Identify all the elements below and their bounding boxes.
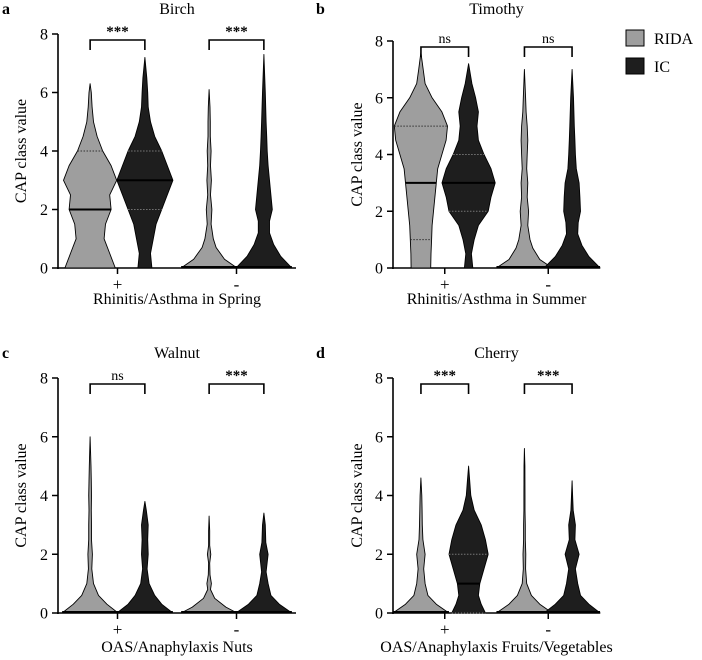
significance-bracket <box>208 39 265 50</box>
significance-label: ns <box>111 369 123 384</box>
violin-rida <box>495 448 553 614</box>
x-tick-label: + <box>440 275 450 294</box>
significance-label: *** <box>225 24 248 40</box>
significance-label: *** <box>225 368 248 384</box>
violin-rida <box>393 51 448 269</box>
y-tick-label: 8 <box>40 27 48 44</box>
legend-label: IC <box>654 59 670 76</box>
significance-bracket <box>523 383 573 394</box>
panel-b: b Timothy 0 2 4 6 8 CAP class value Rhinitis/Ast… <box>316 1 601 308</box>
y-tick-label: 8 <box>40 371 48 388</box>
x-axis-label: Rhinitis/Asthma in Summer <box>407 291 587 308</box>
x-tick-label: - <box>234 620 240 639</box>
significance-label: ns <box>542 32 554 47</box>
significance-bracket <box>89 383 146 394</box>
significance-label: *** <box>434 368 457 384</box>
x-tick-label: + <box>113 275 123 294</box>
x-axis-label: Rhinitis/Asthma in Spring <box>93 291 261 308</box>
legend-swatch-rida <box>625 29 645 47</box>
x-axis-label: OAS/Anaphylaxis Fruits/Vegetables <box>380 639 612 656</box>
significance-bracket <box>523 46 573 57</box>
panel-letter: a <box>2 1 10 18</box>
panel-d: d Cherry 0 2 4 6 8 CAP class value OAS/Anaphylax… <box>316 345 613 656</box>
violin-rida <box>180 515 238 614</box>
significance-label: ns <box>439 32 451 47</box>
significance-bracket <box>208 383 265 394</box>
y-tick-label: 0 <box>375 606 383 623</box>
y-tick-label: 4 <box>375 147 383 164</box>
y-tick-label: 8 <box>375 34 383 51</box>
y-tick-label: 6 <box>375 429 383 446</box>
y-axis-label: CAP class value <box>13 443 30 547</box>
violin-ic <box>441 63 496 269</box>
violin-ic <box>543 68 601 269</box>
y-tick-label: 4 <box>375 488 383 505</box>
y-tick-label: 2 <box>375 547 383 564</box>
y-tick-label: 2 <box>40 202 48 219</box>
chart-title: Cherry <box>474 345 518 362</box>
violin-ic <box>235 54 293 269</box>
y-tick-label: 2 <box>40 547 48 564</box>
y-axis-label: CAP class value <box>13 99 30 203</box>
panel-letter: b <box>316 1 325 18</box>
y-tick-label: 8 <box>375 371 383 388</box>
y-tick-label: 6 <box>40 429 48 446</box>
violin-ic <box>235 512 293 614</box>
y-axis-label: CAP class value <box>349 102 366 206</box>
significance-label: *** <box>537 368 560 384</box>
y-tick-label: 6 <box>40 85 48 102</box>
significance-bracket <box>89 39 146 50</box>
chart-title: Walnut <box>154 345 200 362</box>
panel-letter: d <box>316 345 325 362</box>
legend-swatch-ic <box>625 57 645 75</box>
y-tick-label: 0 <box>40 606 48 623</box>
panel-c: c Walnut 0 2 4 6 8 CAP class value OAS/Anaphylax… <box>2 345 296 656</box>
violin-rida <box>180 89 238 269</box>
y-tick-label: 6 <box>375 90 383 107</box>
chart-title: Timothy <box>469 1 524 18</box>
y-tick-label: 2 <box>375 204 383 221</box>
significance-label: *** <box>106 24 129 40</box>
violin-rida <box>392 477 450 614</box>
legend: RIDA IC <box>625 29 694 76</box>
y-tick-label: 0 <box>40 261 48 278</box>
y-axis-label: CAP class value <box>349 443 366 547</box>
violin-ic <box>116 56 174 269</box>
x-axis-label: OAS/Anaphylaxis Nuts <box>101 639 253 656</box>
significance-bracket <box>420 46 470 57</box>
violin-rida <box>61 436 119 614</box>
panel-a: a Birch 0 2 4 6 8 CAP class value Rhinitis/Asthm… <box>2 1 296 308</box>
x-tick-label: + <box>440 620 450 639</box>
violin-rida <box>63 83 118 269</box>
violin-ic <box>543 480 601 614</box>
violin-ic <box>116 500 174 614</box>
violin-ic <box>448 465 489 614</box>
y-tick-label: 4 <box>40 488 48 505</box>
significance-bracket <box>420 383 470 394</box>
x-tick-label: - <box>234 275 240 294</box>
y-tick-label: 4 <box>40 144 48 161</box>
chart-title: Birch <box>159 1 195 18</box>
x-tick-label: + <box>113 620 123 639</box>
y-tick-label: 0 <box>375 261 383 278</box>
legend-label: RIDA <box>654 31 694 48</box>
x-tick-label: - <box>545 620 551 639</box>
x-tick-label: - <box>545 275 551 294</box>
panel-letter: c <box>2 345 9 362</box>
violin-rida <box>495 68 553 269</box>
